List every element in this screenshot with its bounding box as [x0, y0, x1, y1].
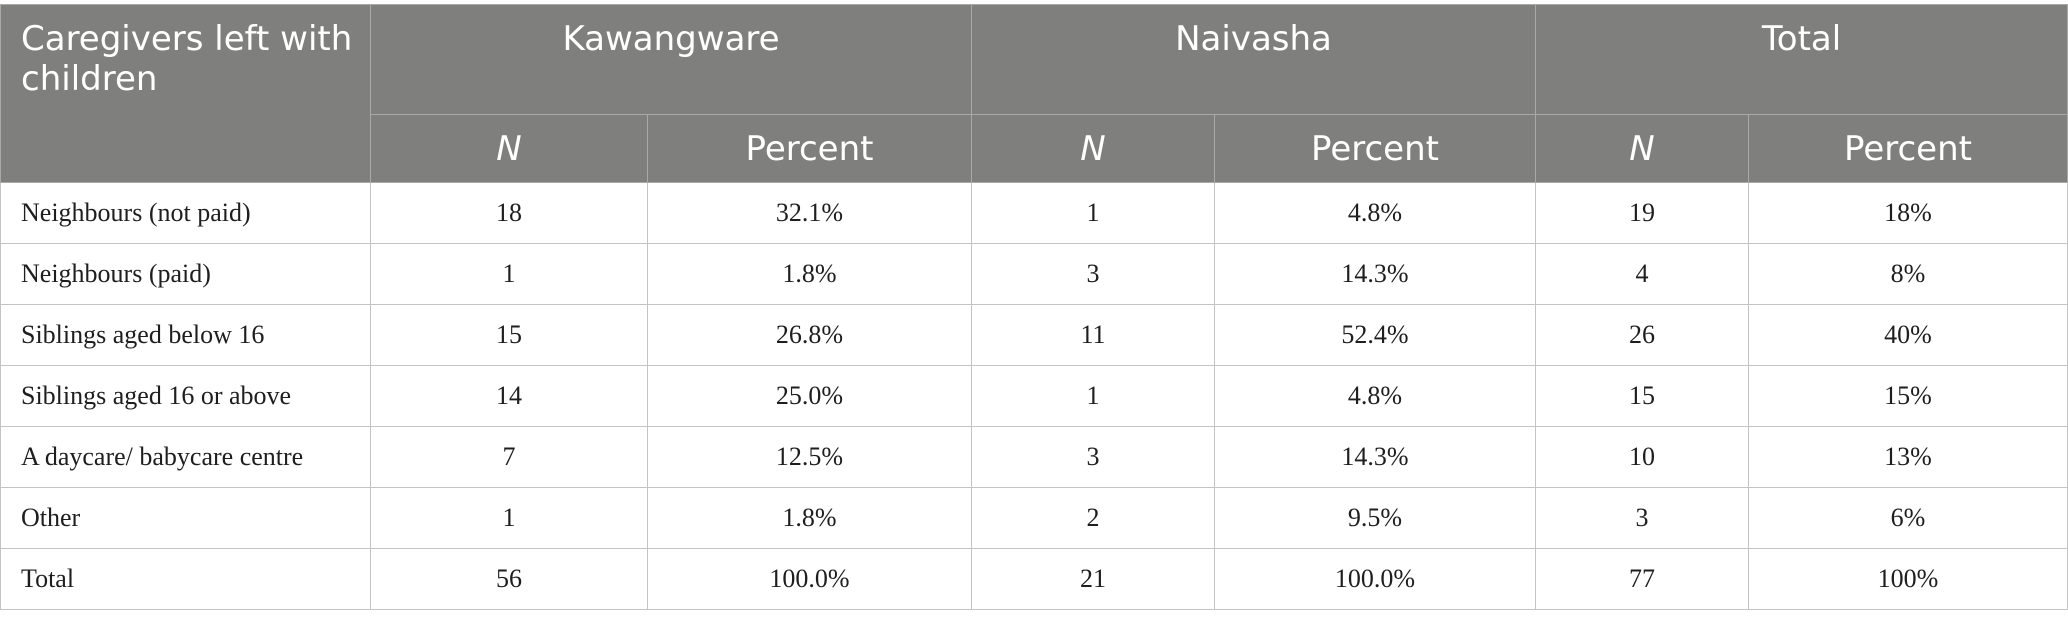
table-cell: 1	[971, 182, 1216, 244]
group-header-kawangware: Kawangware	[369, 4, 973, 115]
table-row: Siblings aged below 16 15 26.8% 11 52.4%…	[0, 304, 2068, 366]
row-label: Siblings aged below 16	[0, 304, 371, 366]
table-cell: 26.8%	[646, 304, 973, 366]
table-cell: 8%	[1748, 243, 2068, 305]
table-row: Siblings aged 16 or above 14 25.0% 1 4.8…	[0, 365, 2068, 427]
table-row: Other 1 1.8% 2 9.5% 3 6%	[0, 487, 2068, 549]
table-cell: 40%	[1748, 304, 2068, 366]
row-label: A daycare/ babycare centre	[0, 426, 371, 488]
table-cell: 52.4%	[1214, 304, 1537, 366]
table-cell: 12.5%	[646, 426, 973, 488]
table-cell: 18	[370, 182, 648, 244]
table-cell: 10	[1535, 426, 1750, 488]
table-cell: 1.8%	[646, 487, 973, 549]
table-cell: 7	[370, 426, 648, 488]
table-row: A daycare/ babycare centre 7 12.5% 3 14.…	[0, 426, 2068, 488]
table-row: Neighbours (not paid) 18 32.1% 1 4.8% 19…	[0, 182, 2068, 244]
table-cell: 3	[971, 243, 1216, 305]
subheader-percent: Percent	[646, 114, 973, 183]
table-cell: 100.0%	[646, 548, 973, 610]
table-cell: 1	[370, 487, 648, 549]
subheader-n: N	[971, 114, 1216, 183]
row-label: Total	[0, 548, 371, 610]
table-cell: 32.1%	[646, 182, 973, 244]
table-cell: 100%	[1748, 548, 2068, 610]
table-cell: 26	[1535, 304, 1750, 366]
caregivers-table-container: Caregivers left with children Kawangware…	[0, 4, 2068, 610]
table-cell: 13%	[1748, 426, 2068, 488]
table-cell: 15%	[1748, 365, 2068, 427]
table-cell: 4.8%	[1214, 365, 1537, 427]
table-cell: 56	[370, 548, 648, 610]
table-cell: 9.5%	[1214, 487, 1537, 549]
row-label: Other	[0, 487, 371, 549]
header-row-groups: Caregivers left with children Kawangware…	[0, 4, 2068, 183]
table-cell: 77	[1535, 548, 1750, 610]
table-cell: 6%	[1748, 487, 2068, 549]
table-cell: 100.0%	[1214, 548, 1537, 610]
subheader-percent: Percent	[1748, 114, 2068, 183]
table-cell: 1.8%	[646, 243, 973, 305]
table-cell: 4.8%	[1214, 182, 1537, 244]
table-cell: 14.3%	[1214, 243, 1537, 305]
table-row: Neighbours (paid) 1 1.8% 3 14.3% 4 8%	[0, 243, 2068, 305]
row-label: Neighbours (not paid)	[0, 182, 371, 244]
caregivers-table: Caregivers left with children Kawangware…	[0, 4, 2068, 610]
table-cell: 18%	[1748, 182, 2068, 244]
table-row-total: Total 56 100.0% 21 100.0% 77 100%	[0, 548, 2068, 610]
table-cell: 1	[971, 365, 1216, 427]
table-cell: 11	[971, 304, 1216, 366]
table-cell: 4	[1535, 243, 1750, 305]
table-cell: 3	[971, 426, 1216, 488]
table-cell: 21	[971, 548, 1216, 610]
table-cell: 3	[1535, 487, 1750, 549]
table-cell: 15	[370, 304, 648, 366]
table-cell: 14.3%	[1214, 426, 1537, 488]
group-header-naivasha: Naivasha	[971, 4, 1537, 115]
row-label: Siblings aged 16 or above	[0, 365, 371, 427]
row-label: Neighbours (paid)	[0, 243, 371, 305]
corner-header: Caregivers left with children	[0, 4, 371, 183]
table-cell: 25.0%	[646, 365, 973, 427]
subheader-n: N	[370, 114, 648, 183]
group-header-total: Total	[1535, 4, 2068, 115]
table-cell: 15	[1535, 365, 1750, 427]
subheader-n: N	[1535, 114, 1750, 183]
subheader-percent: Percent	[1214, 114, 1537, 183]
header-row-subcolumns: N Percent N Percent N Percent	[1, 114, 2068, 183]
table-cell: 2	[971, 487, 1216, 549]
table-cell: 1	[370, 243, 648, 305]
table-cell: 14	[370, 365, 648, 427]
table-cell: 19	[1535, 182, 1750, 244]
